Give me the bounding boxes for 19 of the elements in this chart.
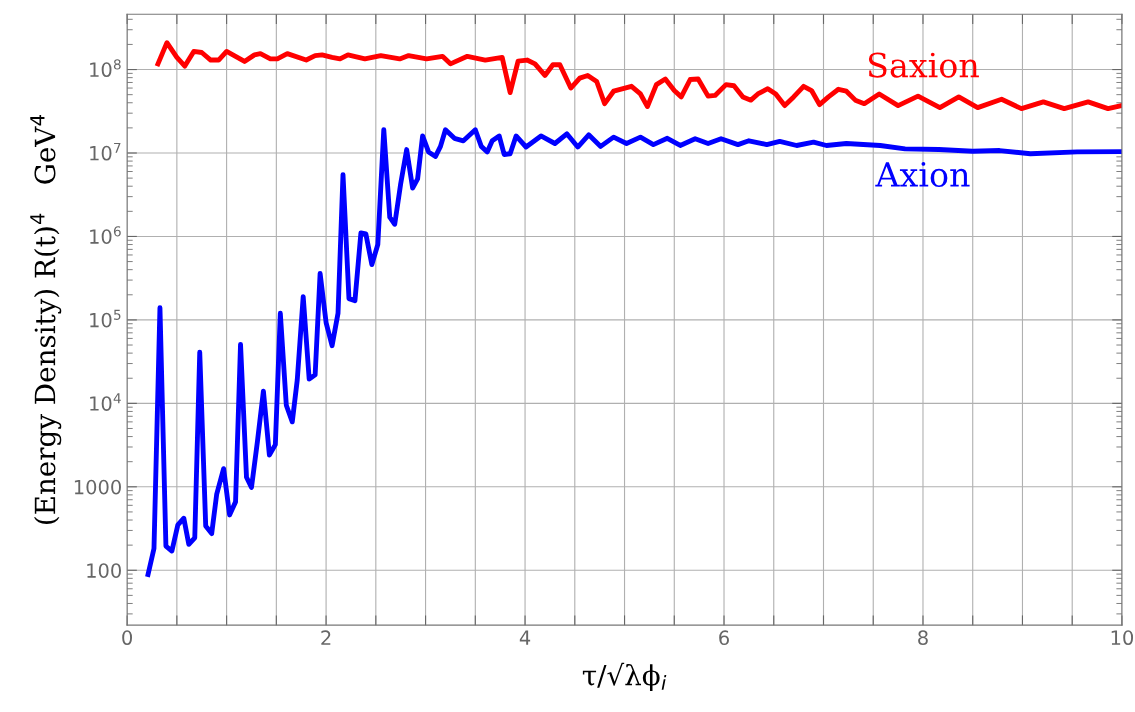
x-tick-label: 0 [122, 630, 133, 646]
x-tick-label: 10 [1111, 630, 1134, 646]
y-tick-label: 100 [87, 563, 121, 578]
x-tick-label: 8 [918, 630, 928, 646]
line-series [155, 40, 1122, 112]
x-axis-title: τ/√λϕ$_{i}$ [582, 662, 667, 692]
y-tick-label: 10$^{8}$ [90, 59, 121, 78]
series-label: Axion [875, 162, 970, 188]
y-tick-label: 10$^{7}$ [90, 142, 121, 161]
y-tick-label: 10$^{6}$ [90, 226, 121, 244]
series-label: Saxion [868, 52, 979, 78]
x-tick-label: 4 [519, 630, 531, 645]
y-tick-label: 10$^{5}$ [90, 309, 121, 328]
y-tick-label: 10$^{4}$ [90, 393, 121, 411]
line-series [145, 127, 1122, 577]
x-tick-label: 6 [719, 630, 729, 646]
text: (Energy Density) R(t)$^{4}$ GeV$^{4}$ [30, 115, 62, 525]
x-tick-label: 2 [321, 630, 331, 645]
y-tick-label: 1000 [74, 479, 121, 495]
